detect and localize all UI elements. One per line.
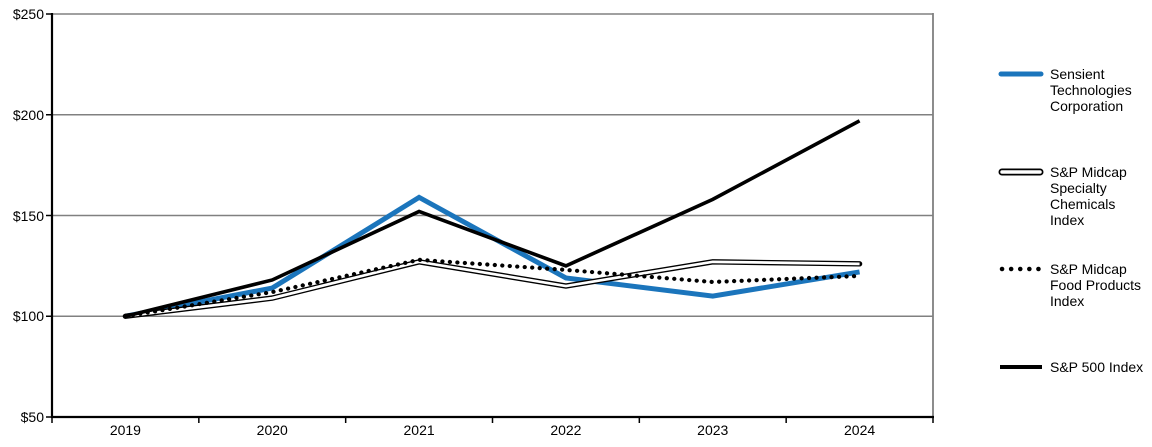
- y-tick-label: $200: [12, 106, 44, 123]
- x-tick-label: 2020: [256, 422, 288, 438]
- legend-label-sp500: S&P 500 Index: [1050, 359, 1144, 375]
- plot-area: [46, 13, 934, 423]
- series-line-sp500: [124, 119, 861, 318]
- x-tick-label: 2023: [697, 422, 729, 438]
- series-line-specialty-chemicals-inner: [125, 260, 860, 318]
- legend-label-sensient: Sensient Technologies Corporation: [1050, 66, 1132, 114]
- x-tick-label: 2021: [403, 422, 435, 438]
- x-tick-label: 2019: [109, 422, 141, 438]
- legend-item-food-products: S&P Midcap Food Products Index: [998, 261, 1152, 309]
- dotted-line-swatch: [999, 266, 1044, 272]
- legend-item-specialty-chemicals: S&P Midcap Specialty Chemicals Index: [998, 164, 1152, 228]
- y-tick-label: $250: [12, 6, 44, 22]
- x-tick-label: 2022: [550, 422, 582, 438]
- legend-item-sensient: Sensient Technologies Corporation: [998, 66, 1152, 114]
- sensient-line-swatch: [998, 71, 1044, 77]
- y-tick-label: $50: [20, 409, 44, 425]
- double-line-swatch: [998, 168, 1044, 176]
- solid-line-swatch: [1000, 365, 1042, 369]
- legend-label-specialty-chemicals: S&P Midcap Specialty Chemicals Index: [1050, 164, 1127, 228]
- performance-chart: $50 $100 $150 $200 $250 2019 2020 2021 2022 2023…: [12, 6, 934, 438]
- legend-label-food-products: S&P Midcap Food Products Index: [1050, 261, 1142, 309]
- y-tick-label: $150: [12, 207, 44, 224]
- x-tick-label: 2024: [844, 422, 876, 438]
- legend: Sensient Technologies Corporation S&P Mi…: [998, 0, 1152, 447]
- y-tick-label: $100: [12, 308, 44, 325]
- legend-item-sp500: S&P 500 Index: [998, 359, 1152, 375]
